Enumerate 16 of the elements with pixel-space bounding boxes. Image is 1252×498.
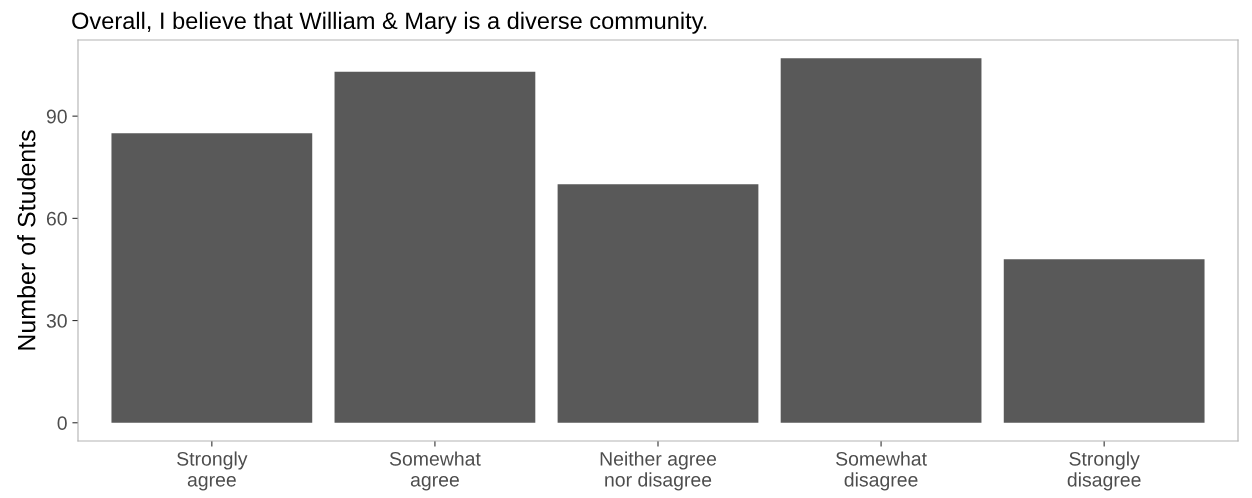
x-tick-label: Strongly disagree xyxy=(1067,451,1141,491)
bar xyxy=(111,133,313,423)
y-tick-label: 30 xyxy=(46,314,67,328)
y-tick-label: 0 xyxy=(57,416,67,431)
x-tick-label: Neither agree nor disagree xyxy=(600,451,717,491)
bar xyxy=(334,71,536,423)
x-tick-label: Somewhat disagree xyxy=(836,451,927,491)
bar xyxy=(1003,259,1205,423)
bar xyxy=(780,58,982,423)
y-axis-title: Number of Students xyxy=(17,130,36,350)
y-tick-label: 90 xyxy=(46,109,67,124)
bar xyxy=(557,184,759,423)
chart-title: Overall, I believe that William & Mary is a diverse community. xyxy=(72,11,707,34)
x-tick-label: Somewhat agree xyxy=(389,451,481,491)
x-tick-label: Strongly agree xyxy=(177,451,248,491)
y-tick-label: 60 xyxy=(46,211,67,226)
